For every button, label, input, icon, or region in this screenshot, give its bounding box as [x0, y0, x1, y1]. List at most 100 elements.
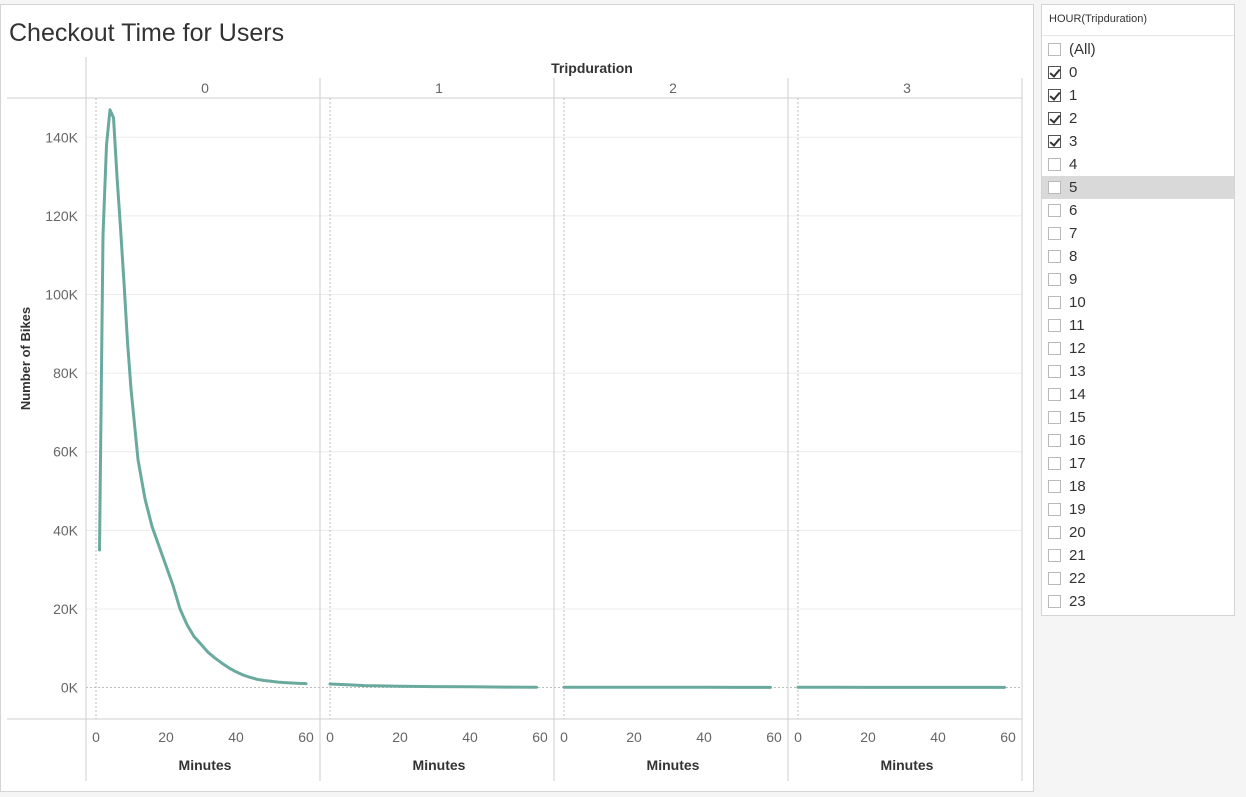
checkbox[interactable]: [1048, 411, 1061, 424]
filter-item[interactable]: 2: [1042, 107, 1234, 130]
x-axis-title: Minutes: [881, 757, 934, 773]
chart-title: Checkout Time for Users: [9, 19, 285, 47]
filter-item-label: 5: [1069, 179, 1078, 196]
filter-item[interactable]: 14: [1042, 383, 1234, 406]
x-tick-label: 20: [392, 729, 408, 745]
y-tick-label: 0K: [61, 680, 79, 696]
x-tick-label: 0: [560, 729, 568, 745]
checkbox[interactable]: [1048, 572, 1061, 585]
filter-item[interactable]: 15: [1042, 406, 1234, 429]
filter-item[interactable]: 3: [1042, 130, 1234, 153]
filter-item[interactable]: 0: [1042, 61, 1234, 84]
x-tick-label: 40: [696, 729, 712, 745]
y-tick-label: 100K: [45, 287, 78, 303]
checkbox[interactable]: [1048, 549, 1061, 562]
filter-item[interactable]: 9: [1042, 268, 1234, 291]
filter-item-label: (All): [1069, 41, 1096, 58]
filter-list: (All) 0 1 2 3 4 5 6 7 8 9 10 11 12 13 14 15 16 17 18 19 20 21 2…: [1042, 38, 1234, 613]
checkbox[interactable]: [1048, 158, 1061, 171]
x-tick-label: 60: [298, 729, 314, 745]
checkbox[interactable]: [1048, 181, 1061, 194]
pane-header-label: 3: [903, 80, 911, 96]
filter-item[interactable]: 10: [1042, 291, 1234, 314]
series-line: [328, 682, 538, 689]
column-header-title: Tripduration: [551, 60, 633, 76]
checkbox[interactable]: [1048, 342, 1061, 355]
filter-item-label: 7: [1069, 225, 1078, 242]
filter-item[interactable]: 5: [1042, 176, 1234, 199]
filter-item-label: 14: [1069, 386, 1086, 403]
filter-item-label: 12: [1069, 340, 1086, 357]
y-tick-label: 140K: [45, 129, 78, 145]
filter-item-label: 22: [1069, 570, 1086, 587]
filter-item-label: 2: [1069, 110, 1078, 127]
pane-header-label: 1: [435, 80, 443, 96]
checkbox[interactable]: [1048, 250, 1061, 263]
filter-item-label: 23: [1069, 593, 1086, 610]
checkbox[interactable]: [1048, 595, 1061, 608]
filter-item[interactable]: 16: [1042, 429, 1234, 452]
filter-item[interactable]: 1: [1042, 84, 1234, 107]
filter-item-label: 20: [1069, 524, 1086, 541]
filter-item[interactable]: 17: [1042, 452, 1234, 475]
filter-item[interactable]: 11: [1042, 314, 1234, 337]
checked-checkbox[interactable]: [1048, 66, 1061, 79]
filter-item[interactable]: 20: [1042, 521, 1234, 544]
y-tick-label: 20K: [53, 601, 79, 617]
y-tick-label: 60K: [53, 444, 79, 460]
checked-checkbox[interactable]: [1048, 112, 1061, 125]
checkbox[interactable]: [1048, 526, 1061, 539]
filter-item-label: 17: [1069, 455, 1086, 472]
x-tick-label: 60: [1000, 729, 1016, 745]
filter-item-label: 15: [1069, 409, 1086, 426]
filter-item[interactable]: 18: [1042, 475, 1234, 498]
filter-item-label: 0: [1069, 64, 1078, 81]
x-axis-title: Minutes: [179, 757, 232, 773]
filter-item-label: 18: [1069, 478, 1086, 495]
filter-panel: HOUR(Tripduration) (All) 0 1 2 3 4 5 6 7 8 9 10 11 12…: [1041, 4, 1235, 616]
filter-item[interactable]: 12: [1042, 337, 1234, 360]
filter-item-label: 16: [1069, 432, 1086, 449]
filter-item-label: 11: [1069, 317, 1085, 334]
filter-item[interactable]: 7: [1042, 222, 1234, 245]
filter-item[interactable]: 22: [1042, 567, 1234, 590]
filter-item[interactable]: 21: [1042, 544, 1234, 567]
checkbox[interactable]: [1048, 388, 1061, 401]
checkbox[interactable]: [1048, 204, 1061, 217]
checkbox[interactable]: [1048, 273, 1061, 286]
checkbox[interactable]: [1048, 457, 1061, 470]
pane-header-label: 0: [201, 80, 209, 96]
checked-checkbox[interactable]: [1048, 135, 1061, 148]
filter-item[interactable]: 6: [1042, 199, 1234, 222]
checkbox[interactable]: [1048, 365, 1061, 378]
filter-item[interactable]: 4: [1042, 153, 1234, 176]
filter-item-label: 9: [1069, 271, 1078, 288]
y-tick-label: 120K: [45, 208, 78, 224]
filter-item[interactable]: (All): [1042, 38, 1234, 61]
checkbox[interactable]: [1048, 43, 1061, 56]
filter-item[interactable]: 23: [1042, 590, 1234, 613]
checkbox[interactable]: [1048, 480, 1061, 493]
x-tick-label: 40: [462, 729, 478, 745]
filter-item-label: 8: [1069, 248, 1078, 265]
x-tick-label: 60: [532, 729, 548, 745]
x-axis-title: Minutes: [413, 757, 466, 773]
checkbox[interactable]: [1048, 503, 1061, 516]
filter-item[interactable]: 19: [1042, 498, 1234, 521]
checkbox[interactable]: [1048, 296, 1061, 309]
checkbox[interactable]: [1048, 434, 1061, 447]
line-chart: Tripduration 0 0 20 40 60 Minutes 1 0 20 40 60 Minut…: [7, 57, 1023, 781]
checked-checkbox[interactable]: [1048, 89, 1061, 102]
x-tick-label: 20: [158, 729, 174, 745]
filter-item[interactable]: 13: [1042, 360, 1234, 383]
checkbox[interactable]: [1048, 319, 1061, 332]
x-tick-label: 40: [930, 729, 946, 745]
y-tick-label: 80K: [53, 365, 79, 381]
filter-item-label: 1: [1069, 87, 1078, 104]
filter-item[interactable]: 8: [1042, 245, 1234, 268]
filter-item-label: 6: [1069, 202, 1078, 219]
filter-item-label: 10: [1069, 294, 1086, 311]
x-tick-label: 0: [794, 729, 802, 745]
filter-item-label: 3: [1069, 133, 1078, 150]
checkbox[interactable]: [1048, 227, 1061, 240]
